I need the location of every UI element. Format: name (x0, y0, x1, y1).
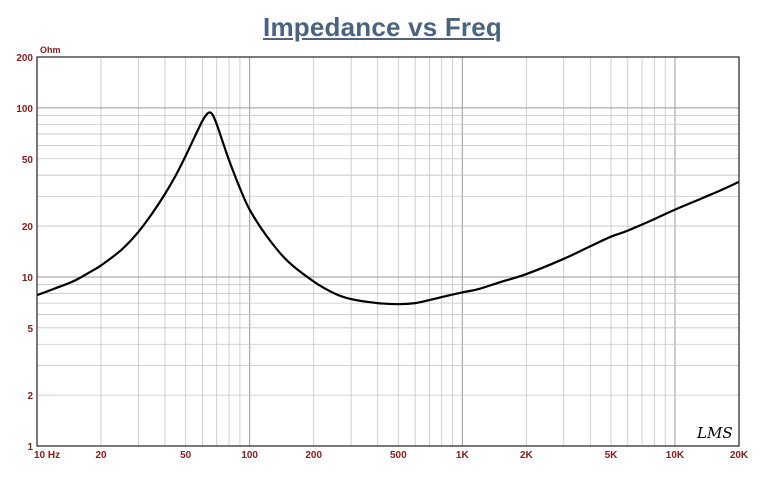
x-tick-label: 200 (305, 450, 322, 461)
x-tick-label: 1K (456, 450, 470, 461)
y-tick-label: 200 (16, 53, 33, 64)
y-axis-unit-label: Ohm (40, 45, 61, 55)
x-tick-label: 5K (605, 450, 619, 461)
lms-watermark: LMS (696, 424, 733, 442)
x-tick-label: 2K (520, 450, 534, 461)
y-tick-label: 50 (22, 155, 34, 166)
x-tick-label: 10 Hz (34, 450, 60, 461)
plot-frame (36, 56, 740, 447)
y-tick-label: 100 (16, 104, 33, 115)
series-group (36, 111, 740, 306)
x-axis-ticks: 10 Hz 20 50 100 200 500 1K 2K 5K 10K 20K (34, 450, 749, 461)
x-tick-label: 100 (241, 450, 258, 461)
chart-title: Impedance vs Freq (263, 12, 502, 42)
y-tick-label: 1 (27, 442, 33, 453)
y-tick-label: 2 (27, 391, 33, 402)
x-tick-label: 50 (180, 450, 192, 461)
y-axis-ticks: 1 2 5 10 20 50 100 200 (16, 53, 33, 453)
y-tick-label: 10 (22, 273, 34, 284)
x-tick-label: 10K (666, 450, 685, 461)
impedance-curve (36, 111, 740, 306)
x-tick-label: 20 (95, 450, 107, 461)
y-tick-label: 5 (27, 324, 33, 335)
y-tick-label: 20 (22, 222, 34, 233)
x-tick-label: 20K (730, 450, 749, 461)
x-tick-label: 500 (390, 450, 407, 461)
grid (37, 57, 739, 446)
